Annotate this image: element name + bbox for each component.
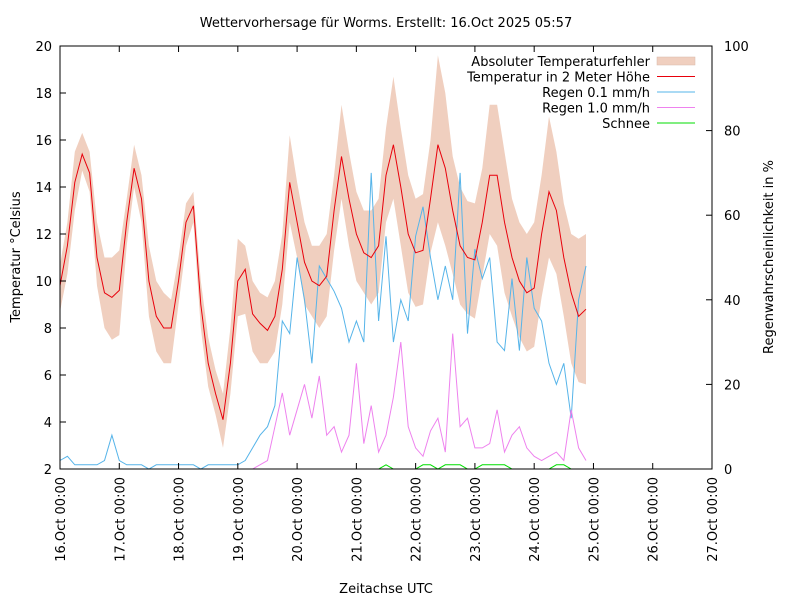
- y2-tick-label: 80: [724, 125, 741, 140]
- x-tick-label: 25.Oct 00:00: [587, 477, 602, 562]
- y-tick-label: 20: [35, 40, 52, 55]
- legend-label: Regen 0.1 mm/h: [542, 86, 650, 101]
- x-tick-label: 19.Oct 00:00: [232, 477, 247, 562]
- y2-tick-label: 40: [724, 294, 741, 309]
- x-tick-label: 18.Oct 00:00: [173, 477, 188, 562]
- x-tick-label: 21.Oct 00:00: [350, 477, 365, 562]
- legend-swatch: [656, 56, 696, 66]
- axis-ticks-layer: 2 4 6 8 10 12 14 16 18 20 0 20 40 60 80 100 16.Oct 00:00…: [35, 40, 748, 562]
- snow-line: [60, 464, 586, 470]
- rain-0-1-line: [59, 172, 587, 470]
- y2-axis-label: Regenwahrscheinlichkeit in %: [762, 160, 777, 354]
- temperature-line: [59, 144, 587, 420]
- temperature-error-band-layer: [60, 55, 586, 448]
- x-tick-label: 16.Oct 00:00: [54, 477, 69, 562]
- x-tick-label: 27.Oct 00:00: [706, 477, 721, 562]
- y2-tick-label: 60: [724, 209, 741, 224]
- y2-tick-label: 20: [724, 378, 741, 393]
- y-tick-label: 14: [35, 181, 52, 196]
- y-tick-label: 10: [35, 275, 52, 290]
- legend-label: Schnee: [602, 117, 650, 132]
- chart-title: Wettervorhersage für Worms. Erstellt: 16…: [200, 16, 572, 31]
- legend-label: Temperatur in 2 Meter Höhe: [466, 71, 650, 86]
- y-tick-label: 12: [35, 228, 52, 243]
- temperature-error-band: [60, 55, 586, 448]
- y-tick-label: 4: [44, 416, 52, 431]
- x-tick-label: 24.Oct 00:00: [528, 477, 543, 562]
- y-tick-label: 6: [44, 369, 52, 384]
- y-axis-label: Temperatur °Celsius: [9, 191, 24, 324]
- y2-tick-label: 100: [724, 40, 749, 55]
- x-tick-label: 17.Oct 00:00: [113, 477, 128, 562]
- y-tick-label: 16: [35, 134, 52, 149]
- x-tick-label: 26.Oct 00:00: [647, 477, 662, 562]
- legend-label: Regen 1.0 mm/h: [542, 102, 650, 117]
- y-tick-label: 18: [35, 87, 52, 102]
- x-tick-label: 22.Oct 00:00: [410, 477, 425, 562]
- rain-1-0-line: [60, 333, 587, 470]
- x-tick-label: 20.Oct 00:00: [291, 477, 306, 562]
- x-axis-label: Zeitachse UTC: [339, 582, 433, 597]
- x-tick-label: 23.Oct 00:00: [469, 477, 484, 562]
- legend-label: Absoluter Temperaturfehler: [471, 55, 650, 70]
- plot-frame: [59, 45, 713, 470]
- y-tick-label: 2: [44, 463, 52, 478]
- y-tick-label: 8: [44, 322, 52, 337]
- y2-tick-label: 0: [724, 463, 732, 478]
